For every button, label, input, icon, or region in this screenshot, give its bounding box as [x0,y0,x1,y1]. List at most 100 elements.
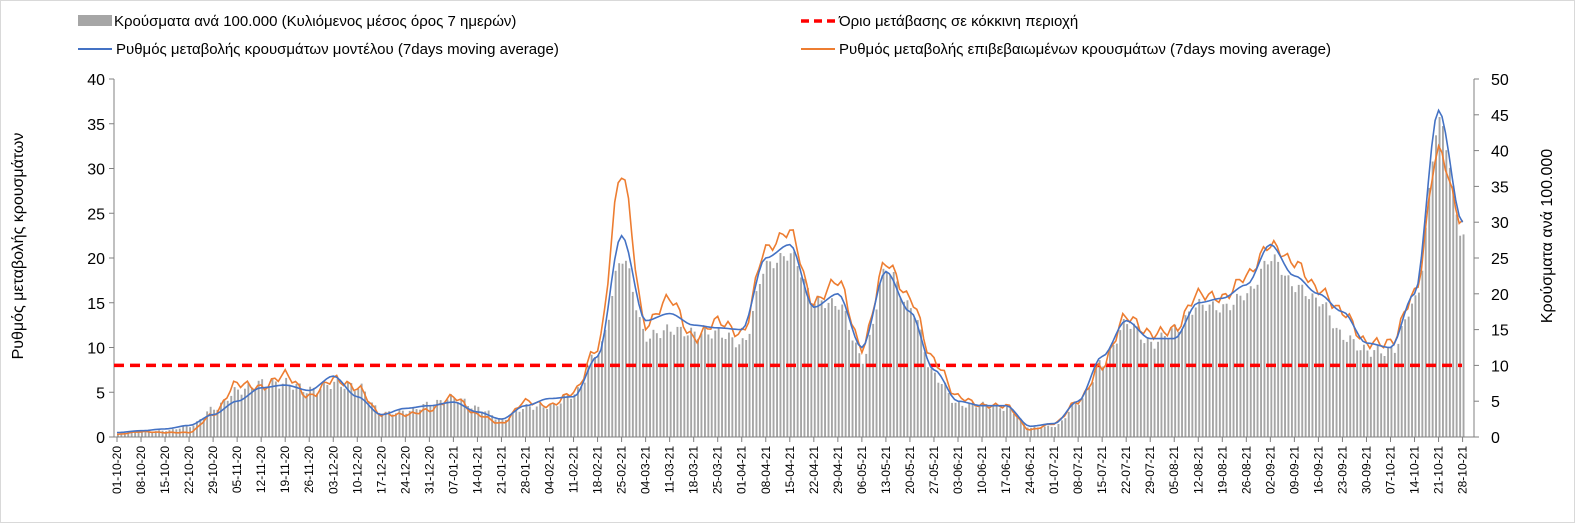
bar [240,394,243,437]
bar [789,253,792,437]
bar [1249,286,1252,437]
x-tick-label: 18-03-21 [687,446,701,494]
bar [412,407,415,437]
bar [697,338,699,437]
bar [1160,332,1163,437]
bar [226,400,229,437]
bar [1428,187,1431,437]
bar [484,411,487,437]
bar [360,383,363,437]
bar [522,409,524,437]
bar [395,413,397,437]
x-tick-label: 08-10-20 [134,446,148,494]
bar [865,353,868,437]
bar [1091,382,1094,437]
bar [123,434,126,437]
bar [971,402,974,437]
bar [233,387,236,437]
bar [607,319,610,437]
left-tick-label: 0 [96,430,105,447]
bar [1263,260,1266,437]
x-tick-label: 13-05-21 [879,446,893,494]
bar [127,434,130,437]
bar [408,410,411,437]
bar [927,367,929,437]
bar [525,404,528,437]
bar [261,379,264,437]
x-tick-label: 26-11-20 [302,446,316,493]
bar [1332,328,1334,437]
bar [1369,356,1372,437]
bar [539,403,542,437]
bar [333,381,336,437]
bar [292,389,294,437]
bar [1315,297,1317,437]
bar [357,388,360,437]
bar [1455,214,1458,437]
bar [704,327,706,437]
x-tick-label: 28-01-21 [519,446,533,494]
bar [511,413,514,437]
right-tick-label: 25 [1491,251,1509,268]
x-tick-label: 15-07-21 [1095,446,1109,494]
bar [316,393,318,437]
bar [343,388,346,437]
bar [1222,304,1225,437]
bar [748,333,751,437]
bar [734,347,737,437]
bar [1242,300,1245,437]
bar [1424,227,1427,437]
bar [1002,410,1005,437]
bar [281,383,284,437]
bar [625,260,627,437]
bar [1170,328,1173,437]
bar [731,337,734,437]
x-tick-label: 03-12-20 [326,446,340,494]
bar [1205,310,1207,437]
bar [1112,345,1115,437]
bar [577,387,579,437]
bar [968,402,971,437]
bar [1462,234,1465,437]
bar [686,335,689,437]
bar [1253,288,1256,437]
bar [940,384,943,437]
bar [1033,426,1036,437]
bar [319,388,322,437]
bar [721,337,723,437]
bar [758,284,761,437]
right-tick-label: 40 [1491,144,1509,161]
bar [714,330,717,437]
bar [374,405,377,437]
bar [144,431,147,437]
legend: Κρούσματα ανά 100.000 (Κυλιόμενος μέσος … [78,13,1331,58]
x-tick-label: 01-04-21 [735,446,749,494]
bar [1229,310,1232,437]
legend-bar-label: Κρούσματα ανά 100.000 (Κυλιόμενος μέσος … [114,13,516,30]
bar [377,412,380,437]
bar [1163,336,1166,437]
bar [429,406,432,437]
x-tick-label: 07-01-21 [446,446,460,494]
bar [535,406,538,437]
x-tick-label: 29-10-20 [206,446,220,494]
bar [285,377,288,437]
bar [1383,356,1386,437]
bar [824,308,826,437]
x-tick-label: 21-10-21 [1432,446,1446,494]
bar [961,405,964,437]
x-tick-label: 28-10-21 [1456,446,1470,494]
bar [1349,335,1352,437]
bar [594,357,596,437]
bar [1325,302,1328,437]
bar [1095,366,1098,437]
x-tick-label: 17-12-20 [374,446,388,494]
bar [669,331,672,437]
bar [1215,310,1218,437]
bar [1318,306,1321,437]
bar [1256,284,1259,437]
x-tick-label: 20-05-21 [903,446,917,494]
bar [336,378,339,437]
bar [652,329,655,437]
x-tick-label: 11-03-21 [663,446,677,493]
